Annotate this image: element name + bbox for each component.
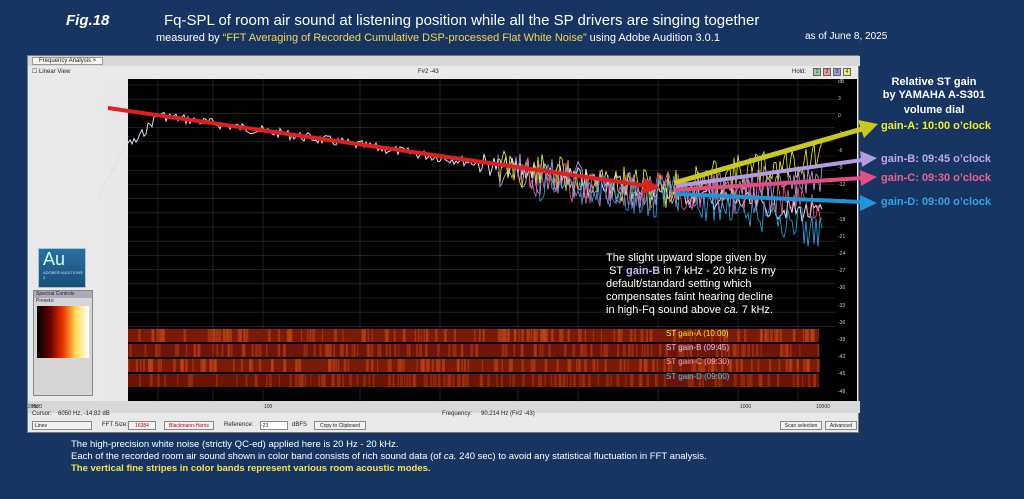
band-label-a: ST gain-A (10:00) — [666, 329, 729, 338]
footer-line-1: The high-precision white noise (strictly… — [71, 439, 707, 451]
red-slope-arrowhead — [642, 178, 660, 194]
relative-gain-title: Relative ST gain by YAMAHA A-S301 volume d… — [874, 76, 994, 117]
rel-title: Relative ST gain — [874, 76, 994, 89]
arrow-gain-c-head — [860, 170, 877, 186]
footer-line-3: The vertical fine stripes in color bands… — [71, 463, 707, 475]
footer-line-2: Each of the recorded room air sound show… — [71, 451, 707, 463]
rel-sub: by YAMAHA A-S301 — [874, 89, 994, 102]
band-label-c: ST gain-C (09:30) — [666, 357, 729, 366]
gain-c-label: gain-C: 09:30 o’clock — [881, 172, 991, 184]
note-line-3: default/standard setting which — [606, 278, 776, 291]
arrow-gain-d-line — [676, 194, 862, 202]
volume-dial-label: volume dial — [874, 104, 994, 117]
band-label-b: ST gain-B (09:45) — [666, 343, 729, 352]
note-line-4: compensates faint hearing decline — [606, 291, 776, 304]
gain-d-label: gain-D: 09:00 o’clock — [881, 196, 991, 208]
red-slope-arrow-line — [108, 108, 648, 186]
gain-a-label: gain-A: 10:00 o’clock — [881, 120, 991, 132]
slope-note: The slight upward slope given by ST gain… — [606, 252, 776, 317]
arrow-gain-d-head — [860, 195, 877, 211]
arrow-gain-b-head — [860, 151, 877, 167]
band-label-d: ST gain-D (09:00) — [666, 372, 729, 381]
note-line-5: in high-Fq sound above ca. 7 kHz. — [606, 304, 776, 317]
gain-b-label: gain-B: 09:45 o’clock — [881, 153, 991, 165]
annotation-overlay — [0, 0, 1024, 499]
footer-notes: The high-precision white noise (strictly… — [71, 439, 707, 475]
arrow-gain-a-head — [858, 120, 878, 138]
note-line-1: The slight upward slope given by — [606, 252, 776, 265]
note-line-2: ST gain-B in 7 kHz - 20 kHz is my — [606, 265, 776, 278]
